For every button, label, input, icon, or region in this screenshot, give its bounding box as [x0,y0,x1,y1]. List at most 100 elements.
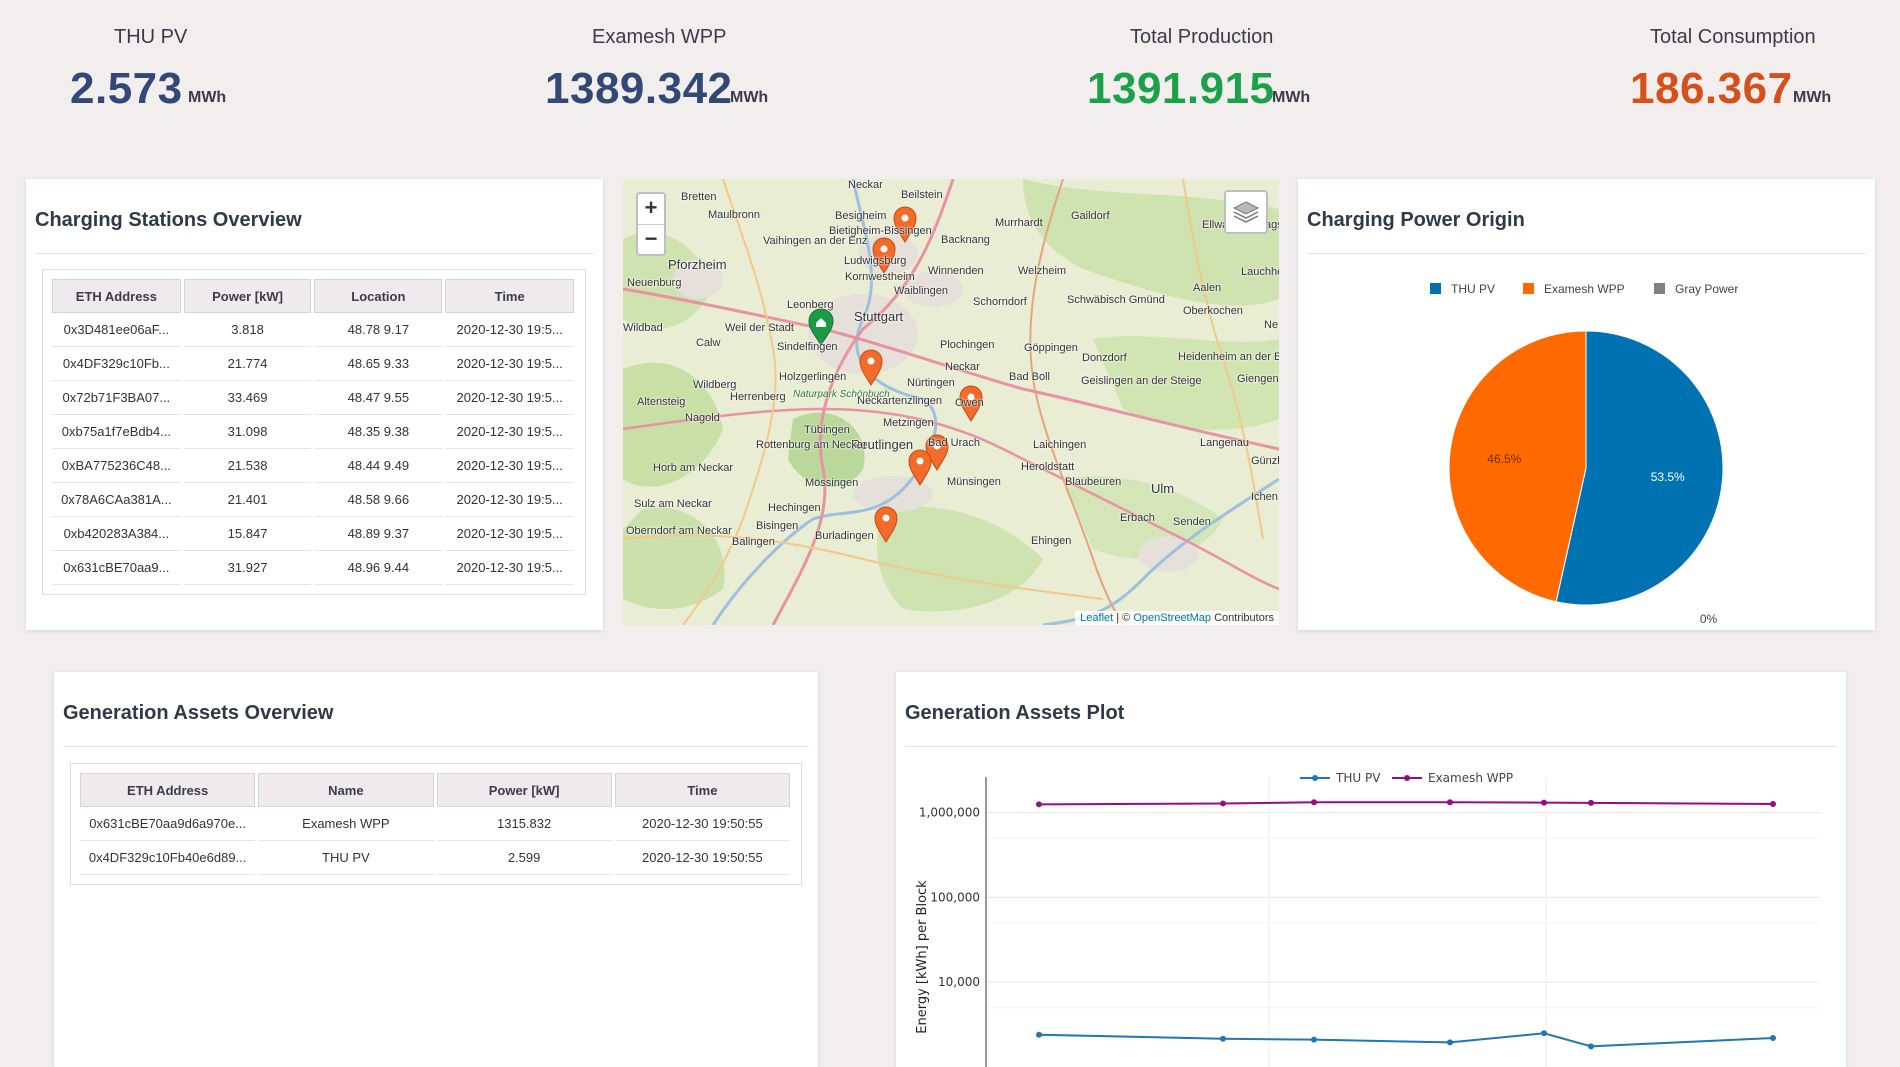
table-cell: 2020-12-30 19:50:55 [614,841,790,875]
map-place-label: Burladingen [815,530,874,542]
charging-power-origin-card: Charging Power Origin THU PV Examesh WPP… [1298,179,1875,630]
table-cell: 48.58 9.66 [314,483,443,517]
map-place-label: Herrenberg [730,391,786,403]
kpi-unit: MWh [188,89,227,106]
map-place-label: Vaihingen an der Enz [763,235,868,247]
osm-link[interactable]: OpenStreetMap [1133,612,1212,624]
data-point[interactable] [1311,1036,1317,1043]
table-row[interactable]: 0x631cBE70aa9... 31.927 48.96 9.44 2020-12-… [52,551,574,585]
table-row[interactable]: 0x631cBE70aa9d6a970e... Examesh WPP 1315.8… [80,807,790,841]
charging-stations-table: ETH Address Power [kW] Location Time 0x3… [49,279,577,585]
charging-station-marker[interactable] [874,506,898,543]
kpi-bar: THU PV 2.573 MWh Examesh WPP 1389.342 MW… [0,0,1900,137]
column-header[interactable]: Power [kW] [183,279,312,313]
legend-item-gray-power[interactable]: Gray Power [1654,282,1738,296]
map-place-label: Bisingen [756,520,799,532]
data-point[interactable] [1036,801,1042,808]
pie-slice-examesh-wpp[interactable] [1448,330,1587,603]
legend-label: Examesh WPP [1428,771,1513,785]
charging-station-marker[interactable] [893,206,917,243]
table-row[interactable]: 0xb75a1f7eBdb4... 31.098 48.35 9.38 2020-12… [52,415,574,449]
map-place-label: Calw [696,337,721,349]
data-point[interactable] [1447,799,1453,806]
map-place-label: Neuenburg [627,277,682,289]
legend-item[interactable]: Examesh WPP [1392,771,1513,785]
charging-stations-map[interactable]: Neckar Beilstein Bretten Maulbronn Murrhardt… [623,179,1279,625]
data-point[interactable] [1588,1043,1594,1050]
map-place-label: Aalen [1193,282,1222,294]
table-row[interactable]: 0xb420283A384... 15.847 48.89 9.37 2020-12-… [52,517,574,551]
series-line [1038,801,1774,806]
map-place-label: Winnenden [928,265,984,277]
legend-marker [1404,775,1410,781]
kpi-title: Total Production [1130,26,1274,48]
generation-assets-card: Generation Assets Overview ETH Address N… [54,672,818,1067]
table-cell: 0x631cBE70aa9... [52,551,181,585]
data-point[interactable] [1311,799,1317,806]
table-row[interactable]: 0x3D481ee06aF... 3.818 48.78 9.17 2020-12-3… [52,313,574,347]
data-point[interactable] [1036,1031,1042,1038]
charging-station-marker[interactable] [908,449,932,486]
column-header[interactable]: Time [445,279,574,313]
data-point[interactable] [1541,1030,1547,1037]
data-point[interactable] [1588,799,1594,806]
map-place-label: Owen [955,397,984,409]
data-point[interactable] [1447,1039,1453,1046]
column-header[interactable]: Power [kW] [436,773,612,807]
map-place-label: Reutlingen [851,437,914,452]
kpi-value: 186.367 [1630,64,1793,113]
map-place-label: Günzb [1251,455,1279,467]
charging-station-marker[interactable] [872,237,896,274]
zoom-out-button[interactable]: − [638,224,664,254]
kpi-value: 1389.342 [545,64,733,113]
pie-slice-thu-pv[interactable] [1555,330,1724,606]
zoom-in-button[interactable]: + [644,195,658,220]
data-point[interactable] [1220,800,1226,807]
attribution-separator: | © [1116,612,1131,624]
table-cell: 2020-12-30 19:5... [445,517,574,551]
layers-control-button[interactable] [1224,190,1268,234]
data-point[interactable] [1541,799,1547,806]
map-place-label: Metzingen [883,417,934,429]
legend-marker [1312,775,1318,781]
charging-station-marker[interactable] [859,349,883,386]
home-marker[interactable] [808,308,834,346]
map-place-label: Langenau [1200,437,1249,449]
table-cell: 0x4DF329c10Fb40e6d89... [80,841,256,875]
leaflet-link[interactable]: Leaflet [1080,612,1114,624]
column-header[interactable]: Location [314,279,443,313]
data-point[interactable] [1220,1035,1226,1042]
map-place-label: Donzdorf [1082,352,1127,364]
map-place-label: Schwäbisch Gmünd [1067,294,1165,306]
map-place-label: Bad Boll [1009,371,1050,383]
legend-item[interactable]: THU PV [1300,771,1381,785]
column-header[interactable]: Time [614,773,790,807]
legend-swatch [1523,283,1534,294]
charging-station-marker[interactable] [959,385,983,422]
charging-station-marker[interactable] [925,434,949,471]
map-attribution: Leaflet | © OpenStreetMap Contributors [1075,611,1279,625]
y-tick-label: 1,000,000 [919,806,980,820]
zoom-control: + − [636,192,666,256]
table-row[interactable]: 0x4DF329c10Fb... 21.774 48.65 9.33 2020-12-… [52,347,574,381]
table-row[interactable]: 0xBA775236C48... 21.538 48.44 9.49 2020-12-… [52,449,574,483]
map-place-label: Wildberg [693,379,737,391]
map-place-label: Sindelfingen [777,341,838,353]
column-header[interactable]: Name [258,773,434,807]
data-point[interactable] [1770,801,1776,808]
legend-item-thu-pv[interactable]: THU PV [1430,282,1495,296]
column-header[interactable]: ETH Address [80,773,256,807]
table-row[interactable]: 0x78A6CAa381A... 21.401 48.58 9.66 2020-12-… [52,483,574,517]
legend-label: Examesh WPP [1544,282,1625,296]
table-row[interactable]: 0x4DF329c10Fb40e6d89... THU PV 2.599 2020-1… [80,841,790,875]
map-place-label: Nürtingen [907,377,955,389]
map-place-label: Naturpark Schönbuch [793,389,890,400]
pie-data-label: 53.5% [1651,470,1685,484]
legend-item-examesh-wpp[interactable]: Examesh WPP [1523,282,1625,296]
charging-stations-table-wrap: ETH Address Power [kW] Location Time 0x3… [42,269,586,595]
column-header[interactable]: ETH Address [52,279,181,313]
table-header-row: ETH Address Power [kW] Location Time [52,279,574,313]
data-point[interactable] [1770,1034,1776,1041]
table-row[interactable]: 0x72b71F3BA07... 33.469 48.47 9.55 2020-12-… [52,381,574,415]
map-place-label: Sulz am Neckar [634,498,712,510]
